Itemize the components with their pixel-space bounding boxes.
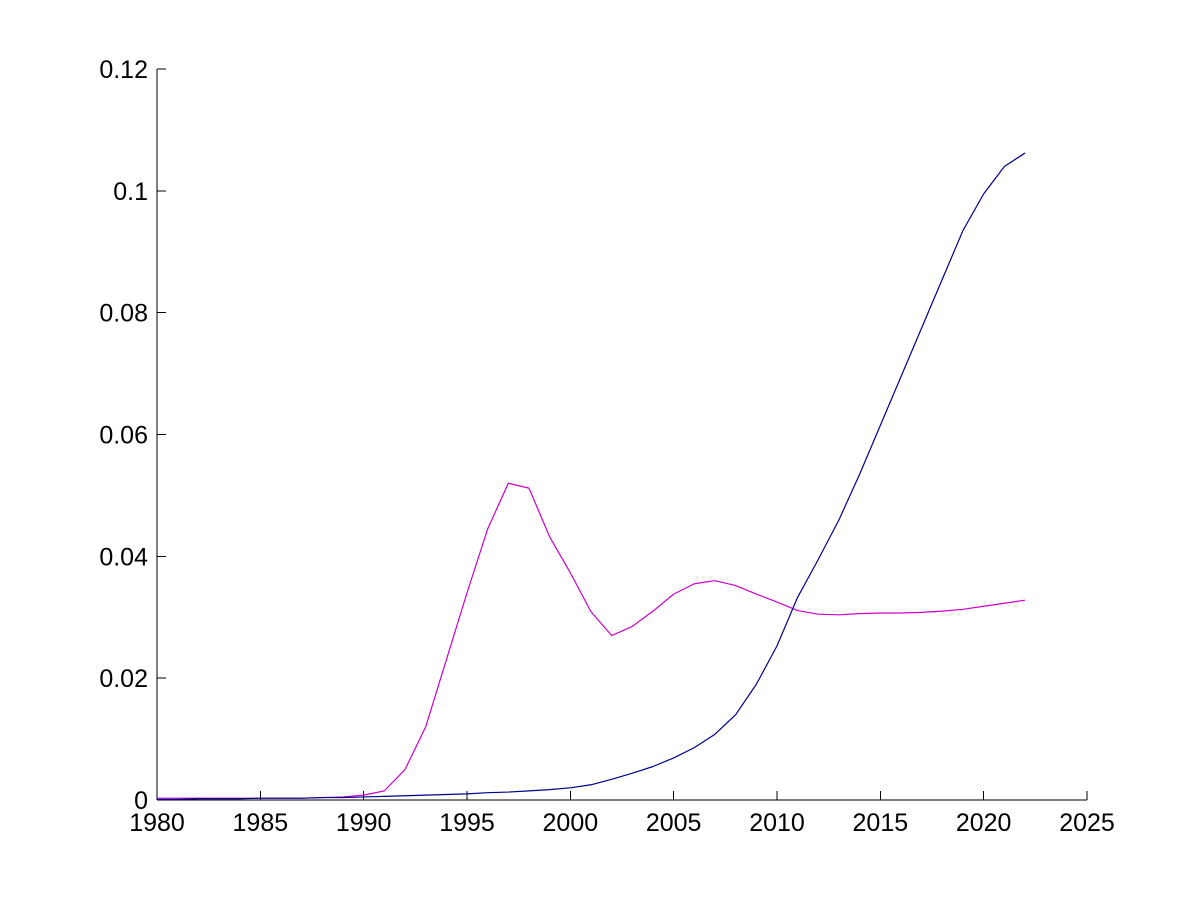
x-tick-label: 2015 [853,809,909,837]
x-tick-label: 1980 [129,809,185,837]
y-tick-label: 0.06 [99,422,148,450]
y-tick-label: 0.08 [99,300,148,328]
x-tick-label: 1990 [336,809,392,837]
y-tick-label: 0.1 [113,178,148,206]
x-tick-label: 1985 [233,809,289,837]
dark-blue-series-line [157,152,1026,800]
y-tick-label: 0.12 [99,56,148,84]
x-tick-label: 2000 [543,809,599,837]
x-tick-label: 2020 [956,809,1012,837]
magenta-series-line [157,482,1026,799]
x-tick-label: 2010 [749,809,805,837]
y-tick-label: 0.02 [99,665,148,693]
x-tick-label: 2005 [646,809,702,837]
y-tick-label: 0.04 [99,543,148,571]
y-tick-label: 0 [134,787,148,815]
x-tick-label: 1995 [439,809,495,837]
x-tick-label: 2025 [1059,809,1115,837]
